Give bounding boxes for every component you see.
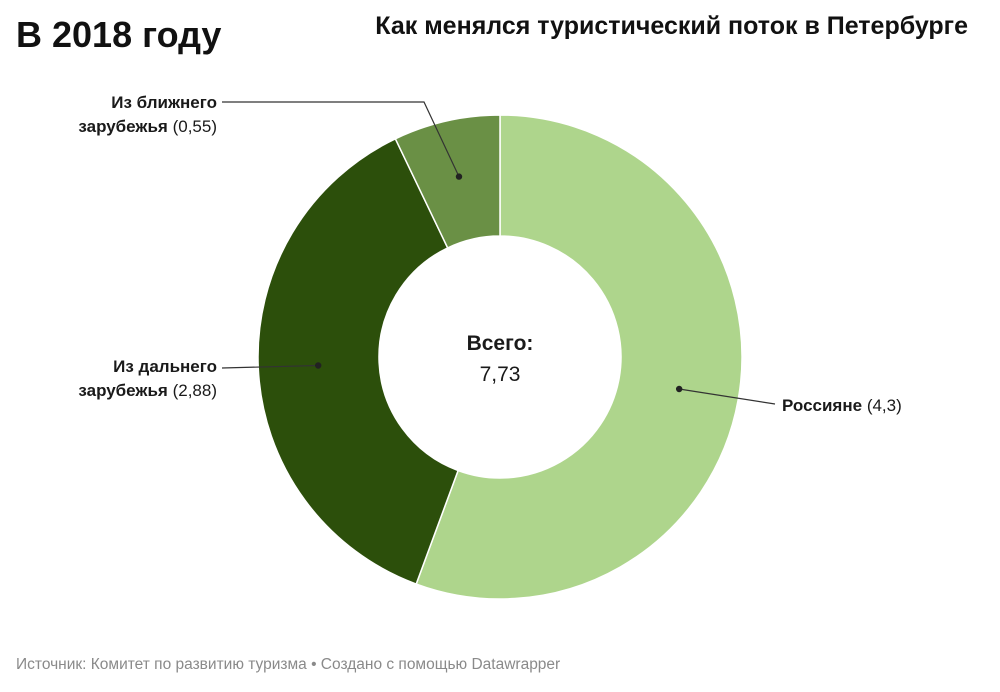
slice-label-far-abroad-2: зарубежья (2,88)	[78, 381, 217, 400]
donut-slices	[257, 114, 743, 600]
leader-dot-far-abroad	[314, 362, 322, 369]
slice-label-far-abroad: Из дальнего	[113, 357, 217, 376]
slice-value-far-abroad: (2,88)	[173, 381, 217, 400]
slice-near-abroad[interactable]	[394, 114, 501, 249]
source-footer: Источник: Комитет по развитию туризма • …	[16, 656, 561, 673]
leader-line-russians	[679, 388, 776, 405]
slice-label-far-abroad-line1: Из дальнего	[113, 357, 217, 376]
leader-line-near-abroad	[222, 101, 460, 177]
slice-russians[interactable]	[415, 114, 743, 600]
chart-title: Как менялся туристический поток в Петерб…	[375, 12, 968, 40]
slice-label-far-abroad-line2: зарубежья	[78, 381, 167, 400]
chart-subtitle: В 2018 году	[16, 14, 222, 55]
slice-value-russians: (4,3)	[867, 396, 902, 415]
slice-label-russians-name: Россияне	[782, 396, 862, 415]
label-leader-lines	[221, 101, 776, 405]
leader-dot-near-abroad	[455, 173, 463, 180]
slice-label-russians: Россияне (4,3)	[782, 396, 902, 415]
leader-line-far-abroad	[221, 364, 319, 369]
slice-label-near-abroad-line1: Из ближнего	[111, 93, 217, 112]
slice-far-abroad[interactable]	[257, 137, 460, 585]
slice-label-near-abroad-line2: зарубежья	[78, 117, 167, 136]
leader-dot-russians	[675, 385, 683, 393]
slice-value-near-abroad: (0,55)	[173, 117, 217, 136]
slice-label-near-abroad: Из ближнего	[111, 93, 217, 112]
center-total-value: 7,73	[480, 363, 521, 386]
slice-label-near-abroad-2: зарубежья (0,55)	[78, 117, 217, 136]
center-total-title: Всего:	[467, 332, 534, 355]
